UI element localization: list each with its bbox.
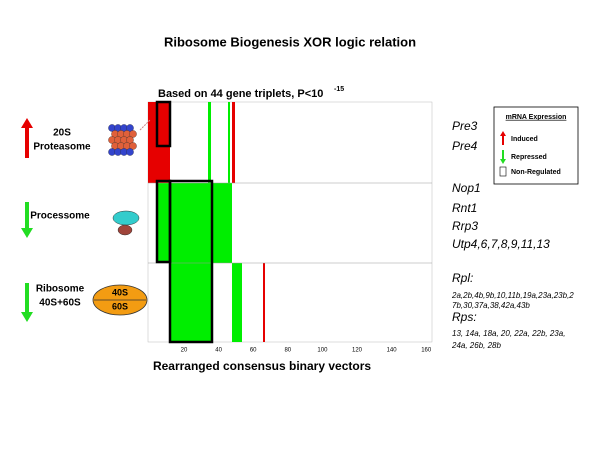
- ribosome-label: 40S: [112, 287, 128, 297]
- group-label: Ribosome: [36, 284, 85, 295]
- heatmap: [147, 100, 433, 344]
- group-label: 20S: [53, 128, 71, 139]
- ribosome-label: 60S: [112, 301, 128, 311]
- cell-block: [232, 263, 242, 342]
- cell-block: [156, 183, 232, 263]
- cell-block: [263, 263, 265, 342]
- cell-block: [170, 263, 212, 342]
- proteasome-subunit: [126, 148, 134, 156]
- x-tick-label: 60: [250, 348, 257, 354]
- gene-label: Nop1: [452, 181, 481, 195]
- subtitle-exponent: -15: [334, 86, 344, 93]
- gene-label: Rrp3: [452, 219, 478, 233]
- x-tick-label: 100: [317, 348, 328, 354]
- legend-title: mRNA Expression: [506, 114, 567, 121]
- gene-detail: 2a,2b,4b,9b,10,11b,19a,23a,23b,2: [451, 291, 574, 300]
- proteasome-subunit: [126, 136, 134, 144]
- highlight-box: [155, 100, 172, 148]
- processome-icon: [112, 210, 140, 226]
- down-arrow: [21, 202, 33, 238]
- gene-detail: 24a, 26b, 28b: [451, 341, 501, 350]
- gene-label: Pre4: [452, 139, 478, 153]
- proteasome-subunit: [129, 142, 137, 150]
- cell-block: [232, 102, 235, 183]
- legend-arrow: [500, 150, 506, 164]
- group-label: Proteasome: [33, 142, 91, 153]
- cell-block: [148, 102, 170, 183]
- legend-box: [493, 106, 579, 185]
- proteasome-subunit: [129, 130, 137, 138]
- group-label: Processome: [30, 211, 90, 222]
- group-label: 40S+60S: [39, 298, 81, 309]
- x-tick-label: 40: [215, 348, 222, 354]
- gene-detail: 7b,30,37a,38,42a,43b: [452, 301, 530, 310]
- down-arrow: [21, 283, 33, 322]
- connector: [139, 119, 151, 131]
- legend-swatch: [499, 166, 507, 177]
- x-axis-label: Rearranged consensus binary vectors: [153, 359, 371, 373]
- x-tick-label: 20: [181, 348, 188, 354]
- gene-detail: 13, 14a, 18a, 20, 22a, 22b, 23a,: [452, 329, 565, 338]
- gene-label: Utp4,6,7,8,9,11,13: [452, 237, 550, 251]
- legend-item: Repressed: [511, 154, 547, 161]
- gene-label: Rpl:: [452, 271, 473, 285]
- cell-block: [208, 102, 211, 183]
- up-arrow: [21, 118, 33, 158]
- title: Ribosome Biogenesis XOR logic relation: [164, 34, 416, 49]
- legend-arrow: [500, 131, 506, 145]
- processome-icon: [117, 224, 133, 236]
- x-tick-label: 80: [284, 348, 291, 354]
- legend-item: Induced: [511, 136, 538, 143]
- proteasome-icon: [108, 124, 137, 156]
- x-tick-label: 160: [421, 348, 432, 354]
- subtitle: Based on 44 gene triplets, P<10: [158, 88, 323, 100]
- proteasome-subunit: [126, 124, 134, 132]
- gene-label: Rps:: [452, 310, 477, 324]
- highlight-box: [168, 179, 214, 344]
- x-tick-label: 120: [352, 348, 363, 354]
- x-tick-label: 140: [387, 348, 398, 354]
- cell-block: [228, 102, 230, 183]
- legend-item: Non-Regulated: [511, 169, 561, 176]
- gene-label: Pre3: [452, 119, 478, 133]
- gene-label: Rnt1: [452, 201, 477, 215]
